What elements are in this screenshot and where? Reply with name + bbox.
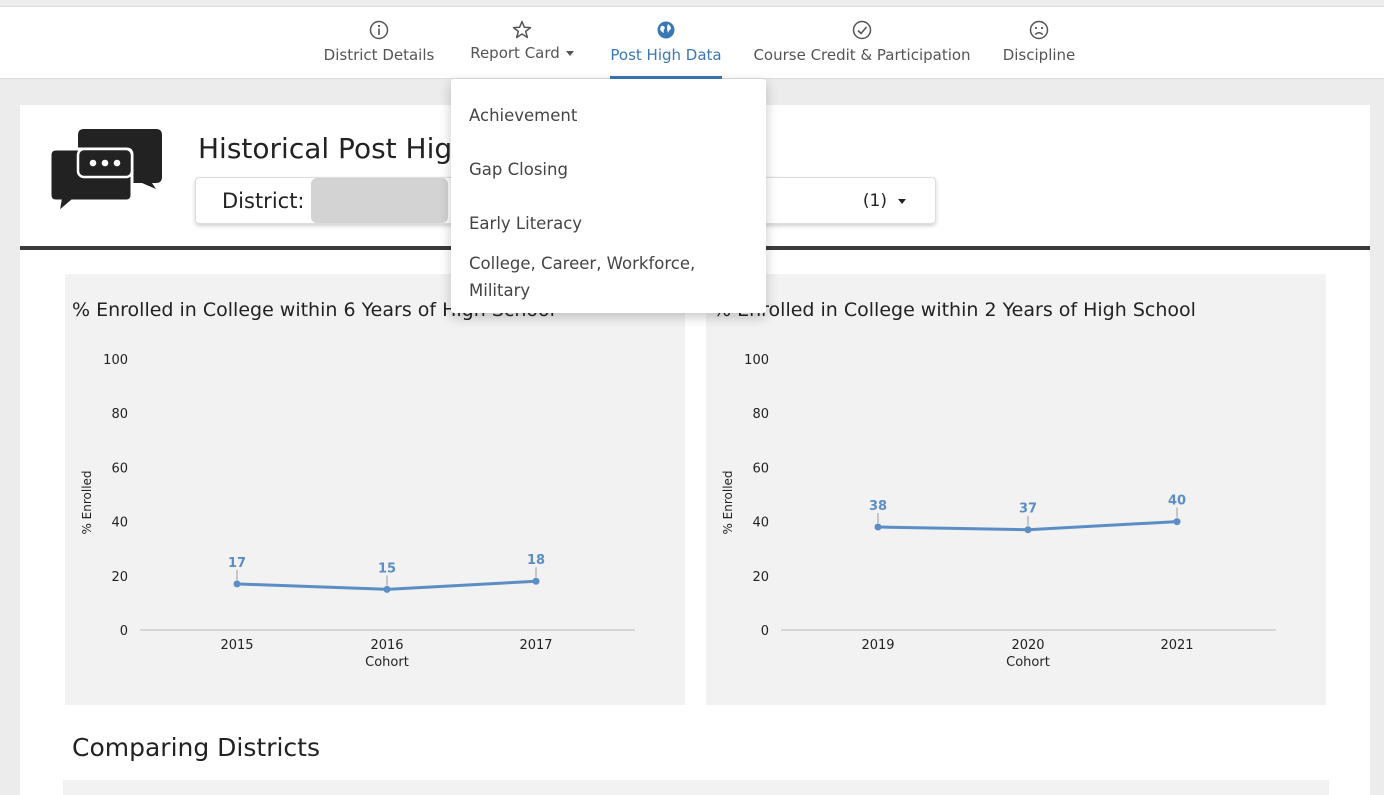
page-title: Historical Post High xyxy=(198,132,470,165)
globe-icon xyxy=(610,20,722,48)
data-label: 15 xyxy=(378,561,396,576)
y-axis-label: % Enrolled xyxy=(721,470,735,534)
x-axis-label: Cohort xyxy=(1006,655,1050,670)
active-tab-indicator xyxy=(610,76,722,79)
menu-item-college-career[interactable]: College, Career, Workforce, xyxy=(469,254,696,273)
nav-label: Report Card xyxy=(470,44,560,62)
menu-item-early-literacy[interactable]: Early Literacy xyxy=(469,214,583,233)
menu-item-gap-closing[interactable]: Gap Closing xyxy=(469,160,568,179)
y-tick-label: 40 xyxy=(111,516,128,531)
x-tick-label: 2019 xyxy=(861,638,894,653)
y-tick-label: 100 xyxy=(744,353,769,368)
nav-discipline[interactable]: Discipline xyxy=(1000,7,1078,80)
nav-district-details[interactable]: District Details xyxy=(322,7,436,80)
x-tick-label: 2021 xyxy=(1160,638,1193,653)
report-card-dropdown: Achievement Gap Closing Early Literacy C… xyxy=(451,79,766,313)
nav-label: Discipline xyxy=(1002,46,1076,64)
top-nav: District Details Report Card Post High D… xyxy=(0,6,1384,79)
line-chart-2yr: 100 80 60 40 20 0 % Enrolled Cohort 38 2019 37 2020… xyxy=(721,353,1276,670)
x-axis-label: Cohort xyxy=(365,655,409,670)
chart-title: % Enrolled in College within 2 Years of … xyxy=(713,299,1196,321)
data-point xyxy=(233,580,241,588)
sad-face-icon xyxy=(1000,20,1078,48)
y-tick-label: 60 xyxy=(111,461,128,476)
info-icon xyxy=(322,20,436,48)
data-point xyxy=(383,585,391,593)
y-tick-label: 0 xyxy=(761,624,769,639)
menu-item-military[interactable]: Military xyxy=(469,281,531,300)
y-tick-label: 80 xyxy=(752,407,769,422)
x-tick-label: 2015 xyxy=(220,638,253,653)
data-point xyxy=(1173,518,1181,526)
y-tick-label: 80 xyxy=(111,407,128,422)
x-tick-label: 2020 xyxy=(1011,638,1044,653)
comparing-districts-title: Comparing Districts xyxy=(72,733,320,762)
district-label: District: xyxy=(222,189,305,213)
chevron-down-icon xyxy=(565,51,574,56)
chat-bubbles-icon xyxy=(48,129,162,215)
menu-item-achievement[interactable]: Achievement xyxy=(469,106,578,125)
comparing-panel xyxy=(63,780,1329,795)
data-point xyxy=(874,523,882,531)
data-point xyxy=(532,577,540,585)
y-tick-label: 20 xyxy=(111,570,128,585)
chart-title: % Enrolled in College within 6 Years of … xyxy=(72,299,555,321)
nav-course-credit[interactable]: Course Credit & Participation xyxy=(752,7,972,80)
y-tick-label: 40 xyxy=(752,516,769,531)
x-tick-label: 2017 xyxy=(519,638,552,653)
nav-report-card[interactable]: Report Card xyxy=(466,7,578,80)
nav-label: Post High Data xyxy=(610,46,722,64)
chart-panel-2yr: 100 80 60 40 20 0 % Enrolled Cohort 38 2019 37 2020… xyxy=(706,274,1326,705)
data-label: 17 xyxy=(228,556,246,571)
line-chart-6yr: 100 80 60 40 20 0 % Enrolled Cohort 17 2015 15 2016… xyxy=(80,353,635,670)
data-label: 18 xyxy=(527,553,545,568)
data-label: 38 xyxy=(869,499,887,514)
data-point xyxy=(1024,526,1032,534)
y-axis-label: % Enrolled xyxy=(80,470,94,534)
star-icon xyxy=(466,20,578,48)
y-tick-label: 100 xyxy=(103,353,128,368)
chart-panel-6yr: 100 80 60 40 20 0 % Enrolled Cohort 17 2015 15 2016… xyxy=(65,274,685,705)
y-tick-label: 60 xyxy=(752,461,769,476)
data-label: 40 xyxy=(1168,494,1186,509)
chevron-down-icon xyxy=(898,199,906,204)
check-circle-icon xyxy=(752,20,972,48)
nav-label: Course Credit & Participation xyxy=(753,46,971,64)
data-label: 37 xyxy=(1019,502,1037,517)
nav-post-high-data[interactable]: Post High Data xyxy=(610,7,722,80)
y-tick-label: 20 xyxy=(752,570,769,585)
nav-label: District Details xyxy=(323,46,435,64)
x-tick-label: 2016 xyxy=(370,638,403,653)
district-value-redacted xyxy=(311,178,448,223)
district-count: (1) xyxy=(862,191,887,211)
y-tick-label: 0 xyxy=(120,624,128,639)
